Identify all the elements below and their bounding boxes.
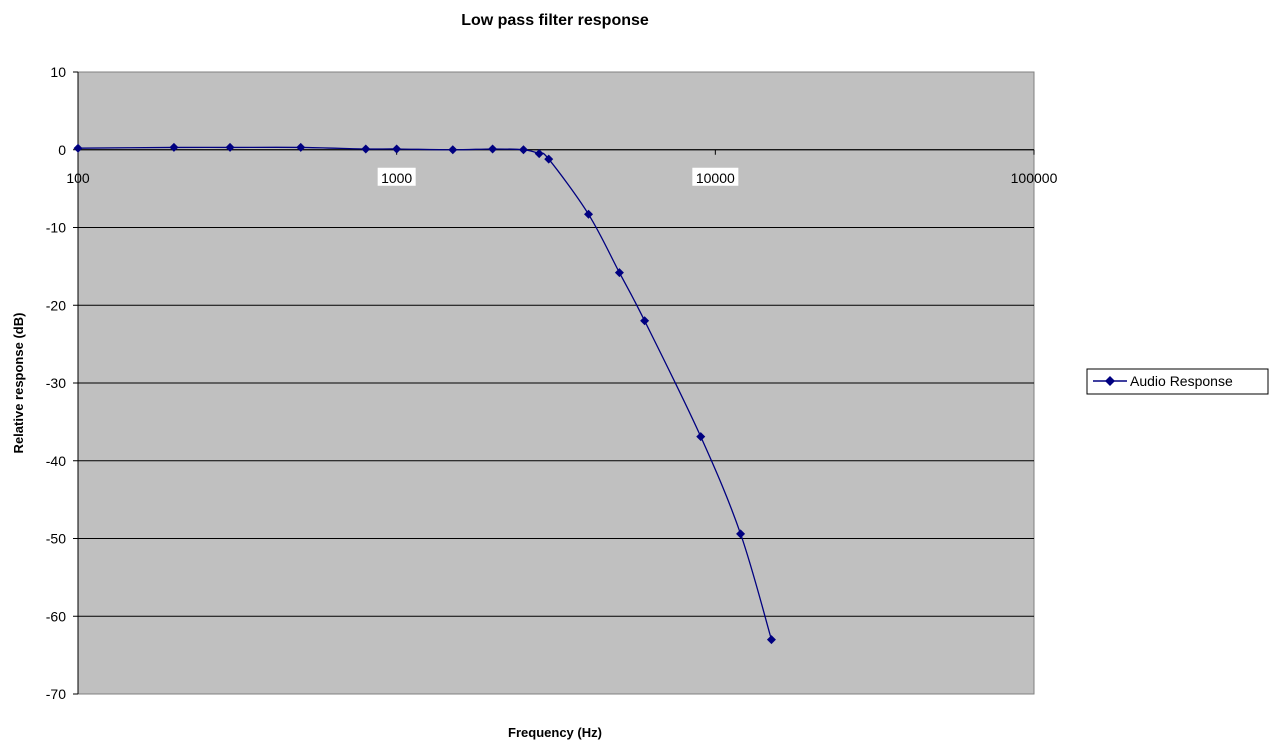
x-tick-label-bg — [377, 167, 416, 186]
data-point-marker — [584, 209, 594, 219]
y-tick-label: -60 — [46, 608, 66, 624]
data-point-marker — [169, 142, 179, 152]
data-point-marker — [448, 145, 458, 155]
data-point-marker — [488, 144, 498, 154]
data-point-marker — [296, 142, 306, 152]
data-point-marker — [73, 143, 83, 153]
data-point-marker — [392, 144, 402, 154]
x-tick-label: 10000 — [696, 170, 735, 186]
y-tick-labels: 10 0 -10 -20 -30 -40 -50 -60 -70 — [46, 64, 66, 702]
y-tick-label: -10 — [46, 220, 66, 236]
data-point-marker — [518, 145, 528, 155]
series-line — [77, 146, 773, 640]
data-point-marker — [614, 268, 624, 278]
y-tick-label: -30 — [46, 375, 66, 391]
data-point-marker — [766, 635, 776, 645]
y-tick-label: -20 — [46, 297, 66, 313]
series-audio-response — [73, 142, 776, 645]
x-tick-labels: 100 1000 10000 100000 — [66, 167, 1058, 186]
x-tick-label: 1000 — [381, 170, 412, 186]
y-tick-label: -40 — [46, 453, 66, 469]
legend-marker-swatch — [1105, 376, 1115, 386]
legend: Audio Response — [1086, 368, 1269, 395]
data-point-marker — [736, 529, 746, 539]
data-point-marker — [544, 154, 554, 164]
x-tick-label-bg — [692, 167, 739, 186]
x-tick-label: 100 — [66, 170, 90, 186]
data-point-marker — [534, 149, 544, 159]
data-point-marker — [225, 142, 235, 152]
legend-label: Audio Response — [1130, 373, 1233, 389]
chart-title: Low pass filter response — [461, 12, 649, 29]
x-tick-label: 100000 — [1011, 170, 1058, 186]
y-tick-label: -50 — [46, 531, 66, 547]
y-tick-label: 10 — [50, 64, 66, 80]
data-point-marker — [696, 432, 706, 442]
y-axis-title: Relative response (dB) — [11, 313, 26, 454]
data-point-marker — [640, 316, 650, 326]
y-tick-label: -70 — [46, 686, 66, 702]
data-point-marker — [361, 144, 371, 154]
x-axis-title: Frequency (Hz) — [508, 725, 602, 740]
y-tick-label: 0 — [58, 142, 66, 158]
